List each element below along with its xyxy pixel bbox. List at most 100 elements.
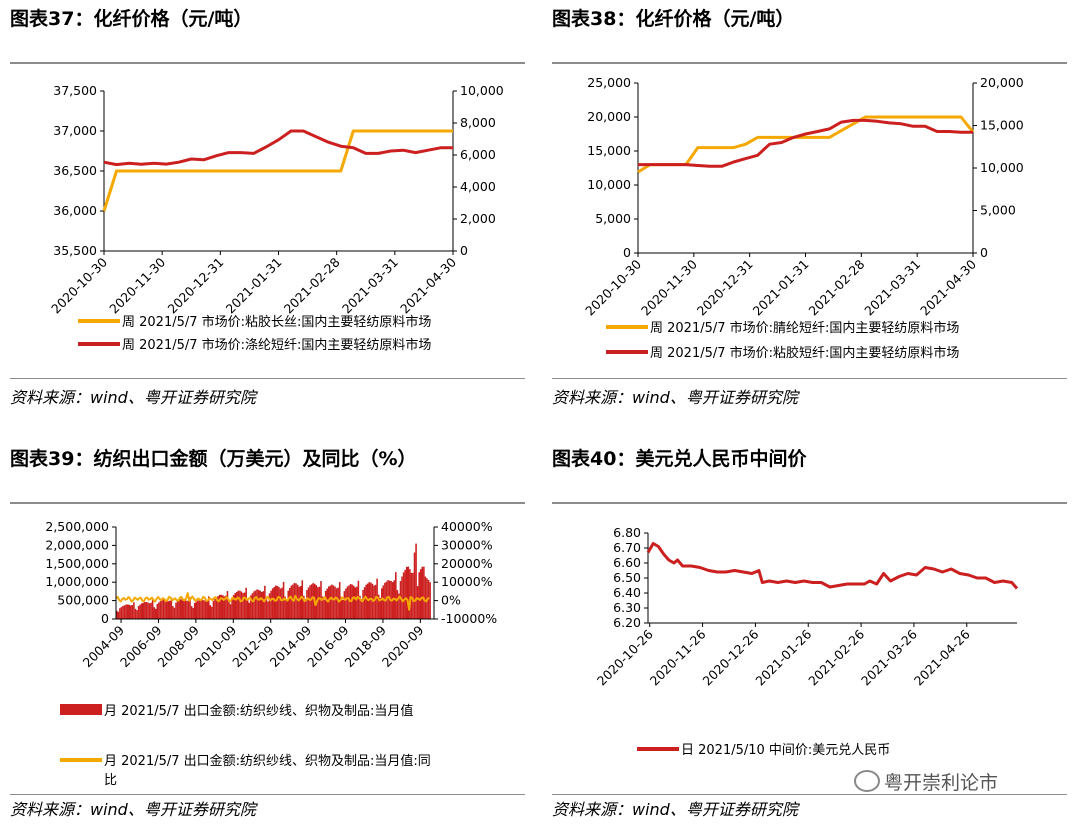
export-value-bar [190,606,193,619]
export-value-bar [248,602,251,619]
export-value-bar [232,595,235,619]
chart39-title: 图表39：纺织出口金额（万美元）及同比（%） [10,448,417,470]
export-value-bar [324,590,327,619]
export-value-bar [125,604,127,619]
export-value-bar [382,585,385,619]
export-value-bar [376,578,378,619]
export-value-bar [423,566,425,619]
export-value-bar [158,602,160,619]
chart39-source: 资料来源：wind、粤开证券研究院 [10,800,256,819]
chart38-plot: 25,000 20,000 15,000 10,000 5,000 0 20,000 15,0… [582,75,1024,361]
export-value-bar [309,585,311,619]
export-value-bar [120,607,123,619]
export-value-bar [412,572,414,619]
export-value-bar [429,582,431,619]
export-value-bar [307,587,310,619]
export-value-bar [270,590,272,619]
chart38-top-rule [552,62,1067,64]
export-value-bar [134,608,137,619]
y-left-tick-label: 500,000 [57,593,109,608]
export-value-bar [223,596,226,619]
export-value-bar [363,587,366,619]
export-value-bar [116,610,118,619]
export-value-bar [306,590,308,619]
y-right-tick-label: 6,000 [460,147,496,162]
y-right-tick-label: 2,000 [460,211,496,226]
export-value-bar [145,602,148,619]
export-value-bar [172,606,174,619]
export-value-bar [278,586,280,619]
y-left-tick-label: 6.70 [613,540,641,555]
export-value-bar [337,587,339,619]
y-right-tick-label: 0% [441,593,461,608]
export-value-bar [340,596,343,619]
export-value-bar [360,599,363,619]
export-value-bar [295,583,297,619]
export-value-bar [220,594,222,619]
export-value-bar [122,605,124,619]
export-value-bar [193,603,196,619]
export-value-bar [396,590,399,619]
export-value-bar [236,591,238,619]
x-tick-label: 2020-11-26 [647,626,709,688]
chart39-plot: 2,500,000 2,000,000 1,500,000 1,000,000 500,… [45,519,497,788]
export-value-bar [128,604,131,619]
export-value-bar [427,580,430,619]
export-value-bar [365,584,367,619]
y-left-tick-label: 5,000 [595,211,631,226]
y-left-tick-label: 15,000 [587,143,631,158]
export-value-bar [362,589,364,619]
export-value-bar [139,604,141,619]
y-left-tick-label: 6.30 [613,600,641,615]
export-value-bar [200,599,202,619]
export-value-bar [304,599,307,619]
chart38-source: 资料来源：wind、粤开证券研究院 [552,388,798,407]
export-value-bar [409,569,411,619]
export-value-bar [310,584,313,619]
series-viscose-filament-line [102,129,453,212]
export-value-bar [265,598,268,619]
export-value-bar [144,601,146,619]
y-right-tick-label: 40000% [441,519,493,534]
export-value-bar [169,600,171,619]
export-value-bar [289,588,291,619]
chart39-bottom-rule [10,794,525,795]
export-value-bar [285,599,288,619]
export-value-bar [273,587,275,619]
y-right-tick-label: 5,000 [980,203,1016,218]
chart40-source: 资料来源：wind、粤开证券研究院 [552,800,798,819]
export-value-bar [245,587,247,619]
chart40-bottom-rule [552,794,1067,795]
export-value-bar [419,569,422,619]
export-value-bar [284,596,286,619]
series-usd-cny-line [646,542,1019,590]
series-export-yoy-line [115,592,430,611]
y-right-tick-label: 15,000 [980,118,1024,133]
x-tick-label: 2021-01-26 [752,626,814,688]
export-value-bar [228,602,230,619]
x-tick-label: 2021-04-30 [397,254,459,316]
x-tick-label: 2020-12-31 [164,255,226,317]
y-right-tick-label: 10000% [441,574,493,589]
legend-export-yoy-label: 月 2021/5/7 出口金额:纺织纱线、织物及制品:当月值:同 [104,753,431,769]
export-value-bar [142,602,145,619]
export-value-bar [370,582,372,619]
export-value-bar [259,590,261,619]
export-value-bar [395,572,397,619]
series-viscose-staple-line [638,118,973,168]
y-left-tick-label: 6.80 [613,525,641,540]
y-left-tick-label: 35,500 [53,243,97,258]
export-value-bar [246,600,249,619]
y-left-tick-label: 36,000 [53,203,97,218]
export-value-bar [175,602,177,619]
export-value-bar [318,586,321,619]
export-value-bar [359,595,361,619]
export-value-bar [226,591,229,619]
x-tick-label: 2021-02-26 [805,626,867,688]
x-tick-label: 2020-12-26 [700,626,762,688]
y-right-tick-label: 10,000 [980,160,1024,175]
export-value-bar [301,580,304,619]
export-value-bar [167,601,169,619]
export-value-bar [229,604,232,619]
y-right-tick-label: 30000% [441,537,493,552]
